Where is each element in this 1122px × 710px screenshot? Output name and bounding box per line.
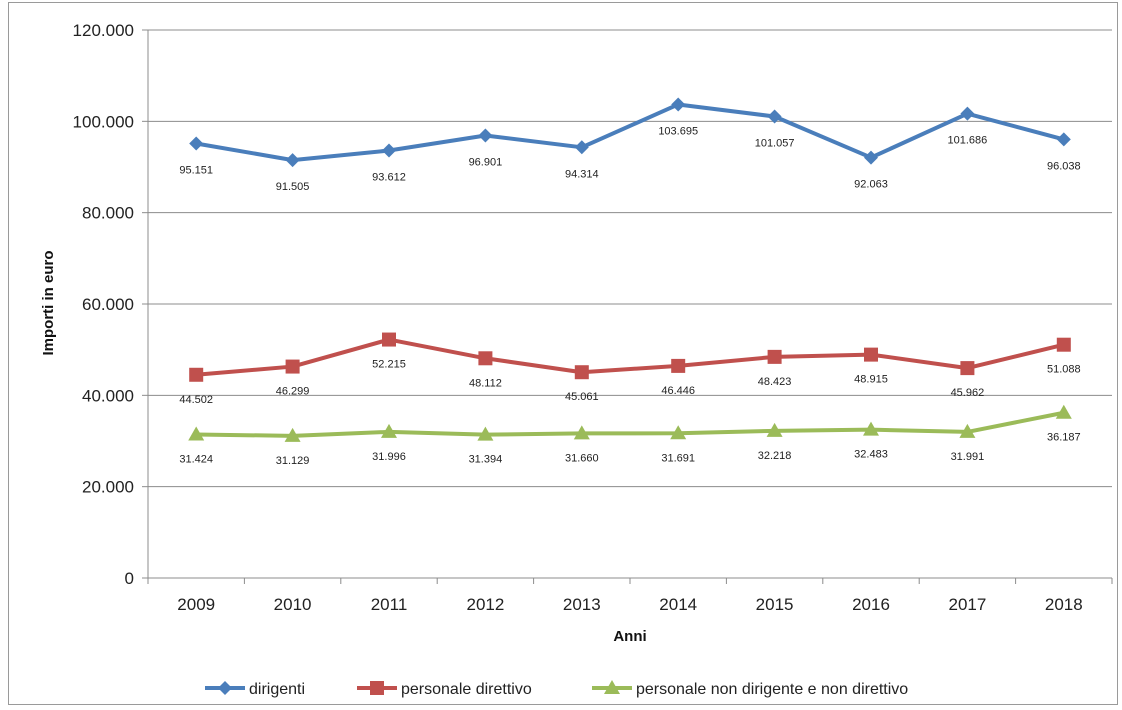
data-point [574,365,589,380]
data-label: 45.061 [565,391,599,403]
data-point [863,421,879,436]
x-tick-label: 2016 [852,595,890,614]
y-tick-label: 20.000 [82,478,134,497]
data-label: 94.314 [565,168,599,180]
data-point [864,347,878,362]
data-point [381,423,397,438]
data-point [766,422,783,437]
axes [142,29,1113,584]
data-label: 51.088 [1047,364,1081,376]
y-tick-label: 60.000 [82,295,134,314]
y-tick-label: 120.000 [73,21,134,40]
legend-marker [370,681,384,695]
x-tick-label: 2009 [177,595,215,614]
data-label: 91.505 [276,181,310,193]
x-tick-label: 2015 [756,595,794,614]
data-label: 45.962 [951,387,985,399]
data-point [189,367,204,382]
data-point [189,136,204,151]
data-point [382,143,396,158]
data-point [188,426,205,441]
x-tick-label: 2017 [948,595,986,614]
data-point [671,358,686,373]
data-label: 101.057 [755,138,795,150]
chart-frame [8,2,1118,705]
series-group [188,97,1072,442]
data-label: 31.691 [661,452,695,464]
x-tick-labels: 2009 2010 2011 2012 2013 2014 2015 2016 2017 2018 [177,595,1082,614]
data-point [478,128,493,143]
data-label: 101.686 [948,135,988,147]
x-tick-label: 2013 [563,595,601,614]
data-point [382,332,396,347]
data-label: 96.901 [469,156,503,168]
data-label: 36.187 [1047,432,1081,444]
data-label: 31.991 [951,451,985,463]
x-axis-title: Anni [613,628,646,645]
data-point [671,97,686,112]
data-label: 31.424 [179,453,213,465]
x-tick-label: 2018 [1045,595,1083,614]
data-point [960,361,975,376]
data-point [960,106,975,121]
data-label: 103.695 [658,125,698,137]
series-line-personale-direttivo [196,337,1065,377]
data-point [285,359,300,374]
data-label: 48.423 [758,376,792,388]
data-point [767,349,782,364]
data-label: 93.612 [372,172,406,184]
data-point [959,423,976,438]
y-tick-label: 40.000 [82,386,134,405]
legend: dirigenti personale direttivo personale no… [205,680,908,698]
data-point [1056,132,1071,147]
y-tick-label: 80.000 [82,204,134,223]
data-label: 95.151 [179,164,213,176]
data-labels: 95.151 91.505 93.612 96.901 94.314 103.695 101… [179,125,1080,466]
x-tick-label: 2014 [659,595,697,614]
x-tick-label: 2012 [466,595,504,614]
data-point [670,425,687,440]
data-label: 92.063 [854,179,888,191]
gridlines [148,29,1112,488]
data-label: 52.215 [372,359,406,371]
y-tick-label: 100.000 [73,112,134,131]
data-point [478,351,493,366]
y-tick-label: 0 [125,569,134,588]
data-label: 32.218 [758,450,792,462]
legend-label: personale direttivo [401,681,532,698]
legend-label: personale non dirigente e non direttivo [636,681,908,698]
data-label: 32.483 [854,449,888,461]
data-point [477,426,494,441]
x-tick-label: 2011 [371,595,408,614]
legend-marker [604,680,620,694]
data-label: 31.394 [469,454,503,466]
data-point [285,153,300,168]
legend-marker [218,681,232,695]
data-label: 46.446 [661,385,695,397]
legend-label: dirigenti [249,681,305,698]
data-point [573,425,590,440]
y-axis-title: Importi in euro [40,251,57,356]
data-label: 48.112 [469,377,502,389]
data-point [574,140,589,155]
data-point [767,109,782,124]
data-label: 31.129 [276,455,310,467]
series-line-personale-non-dirigente-e-non-direttivo [196,410,1065,438]
data-label: 46.299 [276,386,310,398]
data-point [284,427,301,442]
y-tick-labels: 0 20.000 40.000 60.000 80.000 100.000 120.000 [73,21,134,588]
data-label: 31.660 [565,452,599,464]
data-label: 48.915 [854,374,888,386]
data-point [864,150,878,165]
data-label: 31.996 [372,451,406,463]
data-point [1056,337,1071,352]
data-point [1055,404,1072,419]
data-label: 44.502 [179,394,213,406]
series-line-dirigenti [195,102,1065,163]
x-tick-label: 2010 [274,595,312,614]
data-label: 96.038 [1047,160,1081,172]
